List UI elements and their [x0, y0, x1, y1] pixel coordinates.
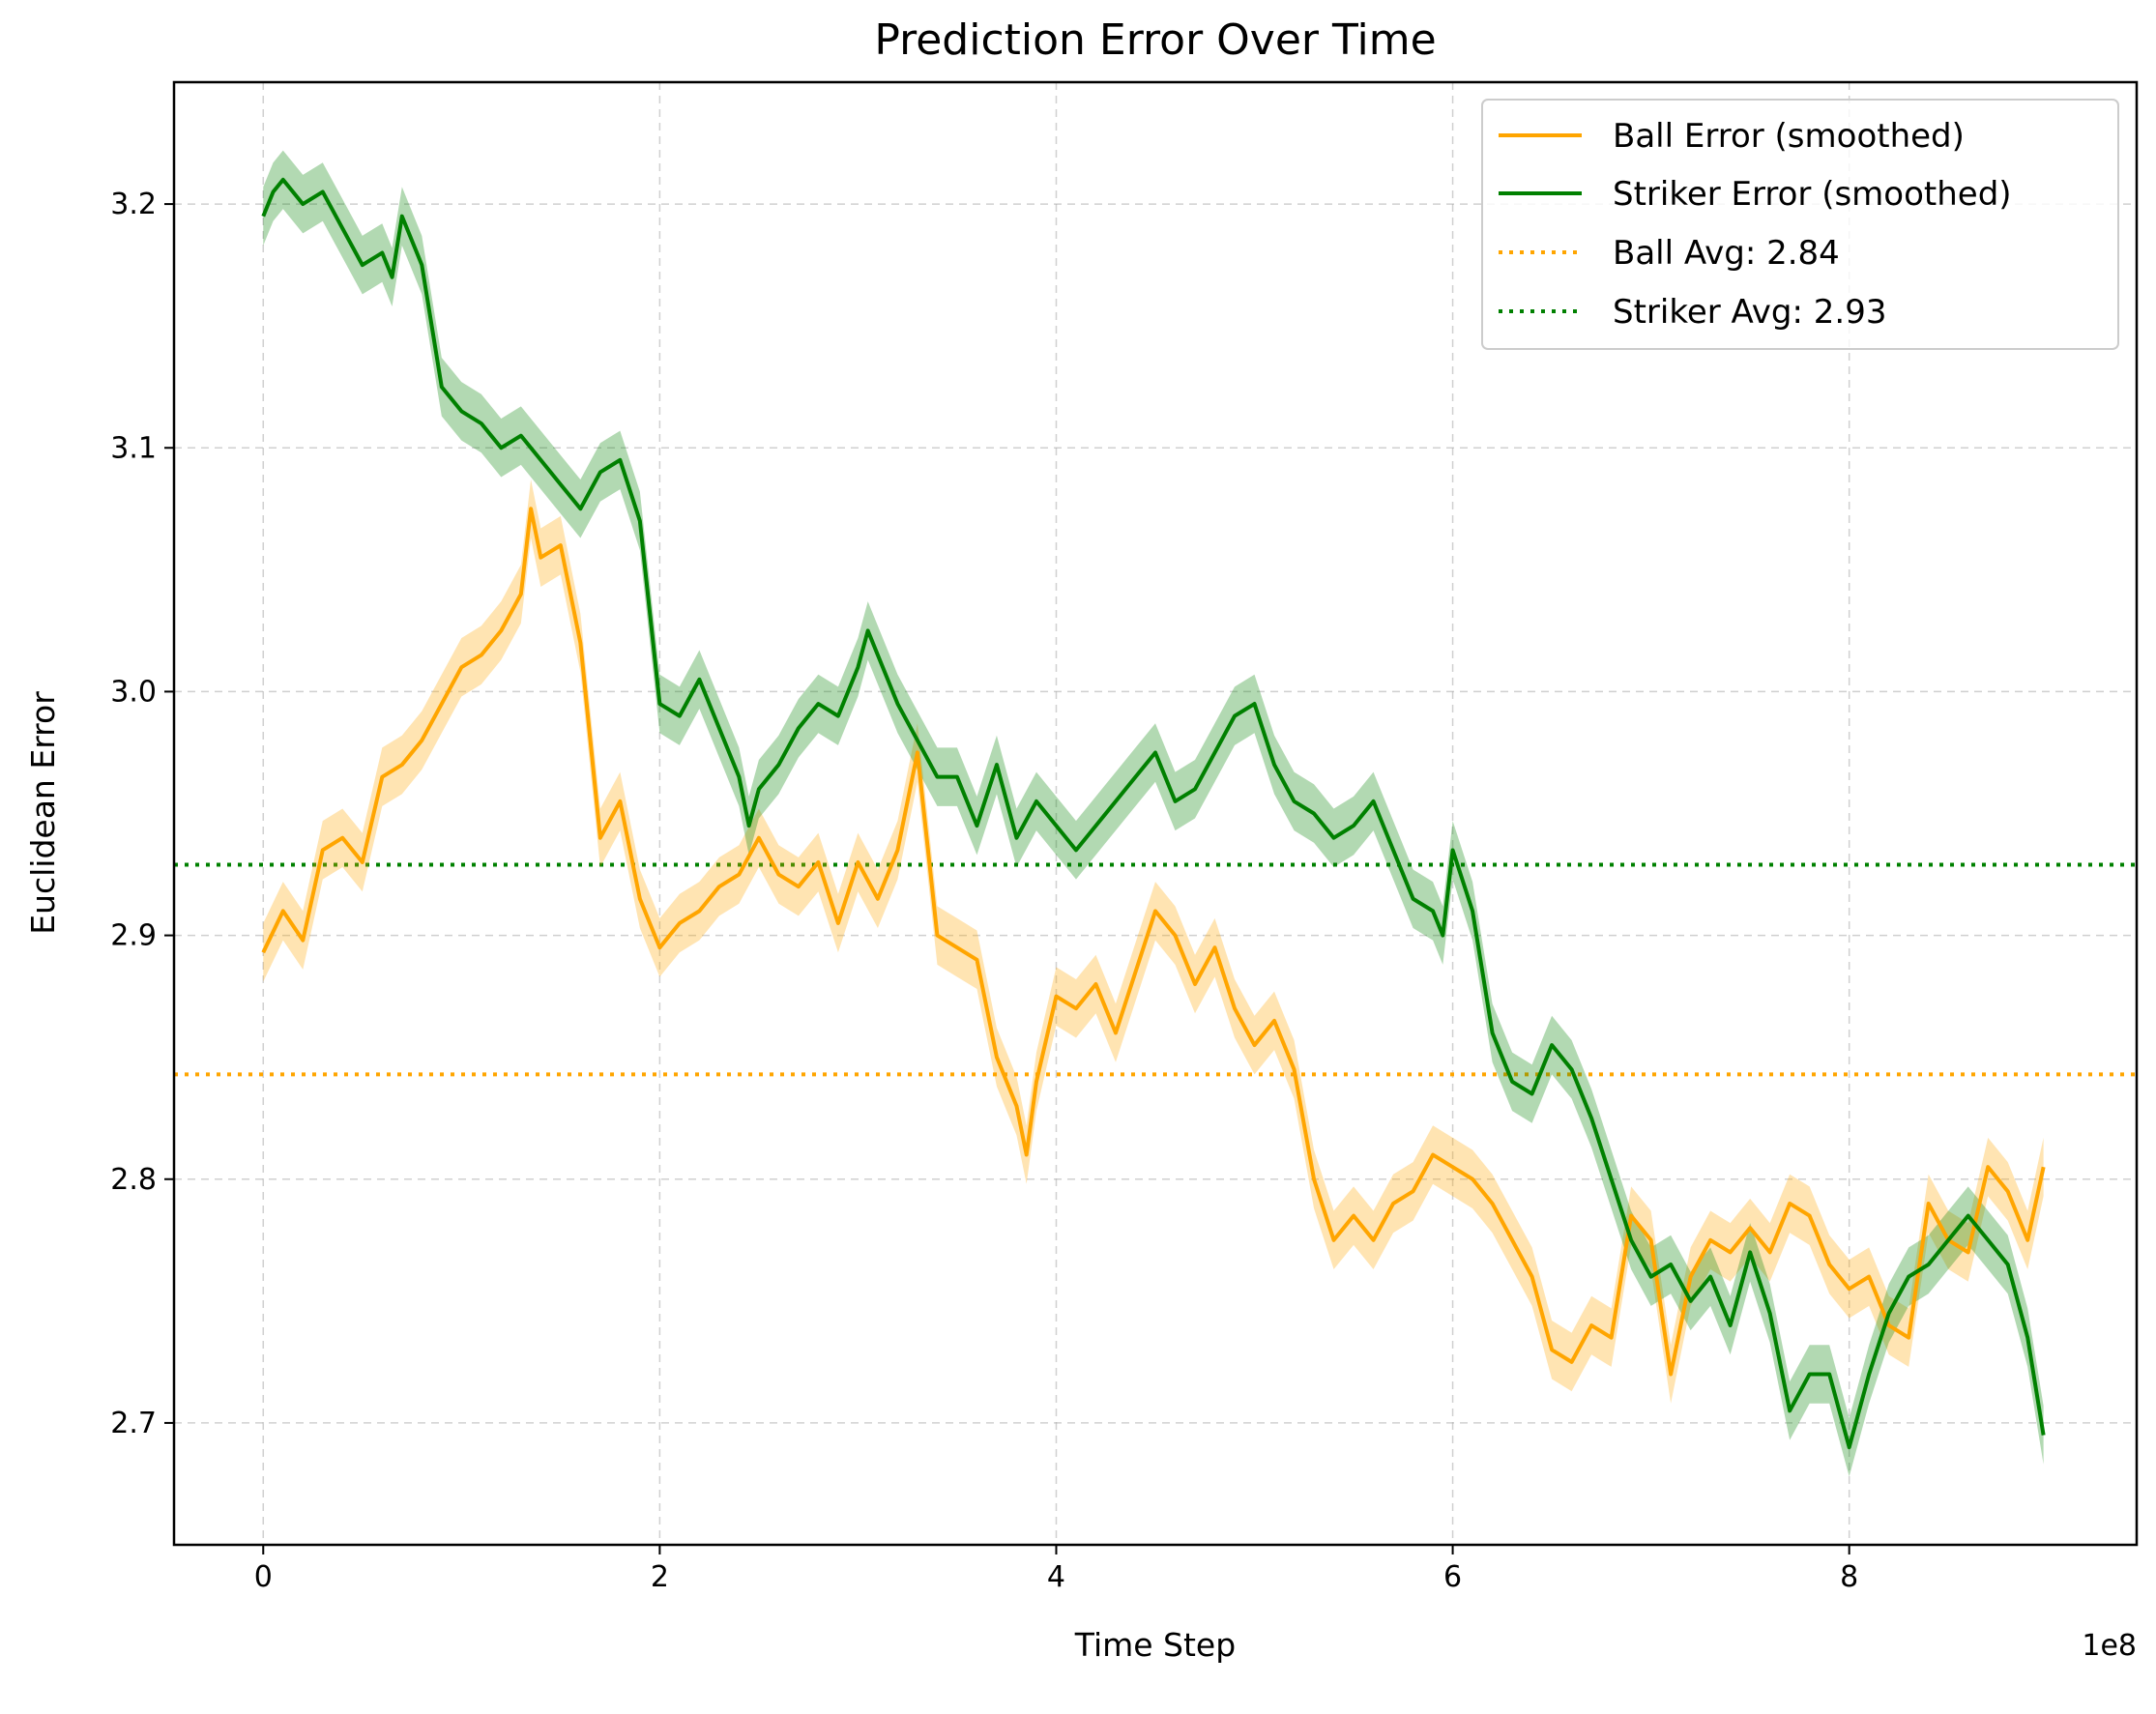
x-axis: 0 2 4 6 8 [254, 1545, 1858, 1594]
legend-label-striker-avg: Striker Avg: 2.93 [1613, 293, 1886, 332]
plot-frame [172, 80, 2139, 1547]
series-lines [261, 177, 2046, 1450]
x-tick-label: 4 [1047, 1560, 1065, 1594]
y-tick-label: 2.8 [110, 1163, 157, 1197]
x-tick-label: 2 [651, 1560, 669, 1594]
chart-title: Prediction Error Over Time [874, 15, 1436, 65]
legend-label-ball-error: Ball Error (smoothed) [1613, 117, 1965, 156]
x-tick-label: 8 [1840, 1560, 1858, 1594]
y-axis: 2.7 2.8 2.9 3.0 3.1 3.2 [110, 188, 174, 1440]
x-tick-label: 0 [254, 1560, 273, 1594]
reference-lines [174, 862, 2137, 1077]
y-tick-label: 2.7 [110, 1407, 157, 1440]
legend-box [1481, 99, 2119, 350]
legend: Ball Error (smoothed) Striker Error (smo… [1481, 99, 2119, 350]
y-tick-label: 3.2 [110, 188, 157, 221]
y-tick-label: 2.9 [110, 919, 157, 953]
legend-label-striker-error: Striker Error (smoothed) [1613, 175, 2012, 214]
y-tick-label: 3.1 [110, 431, 157, 465]
x-axis-label: Time Step [1074, 1626, 1236, 1664]
x-tick-label: 6 [1443, 1560, 1462, 1594]
x-offset-text: 1e8 [2082, 1629, 2137, 1663]
ball-error-band [263, 479, 2044, 1404]
y-axis-label: Euclidean Error [24, 691, 62, 935]
grid [174, 82, 2137, 1545]
y-tick-label: 3.0 [110, 675, 157, 709]
ball-error-line [261, 507, 2046, 1377]
striker-error-line [261, 177, 2046, 1450]
legend-label-ball-avg: Ball Avg: 2.84 [1613, 234, 1840, 273]
